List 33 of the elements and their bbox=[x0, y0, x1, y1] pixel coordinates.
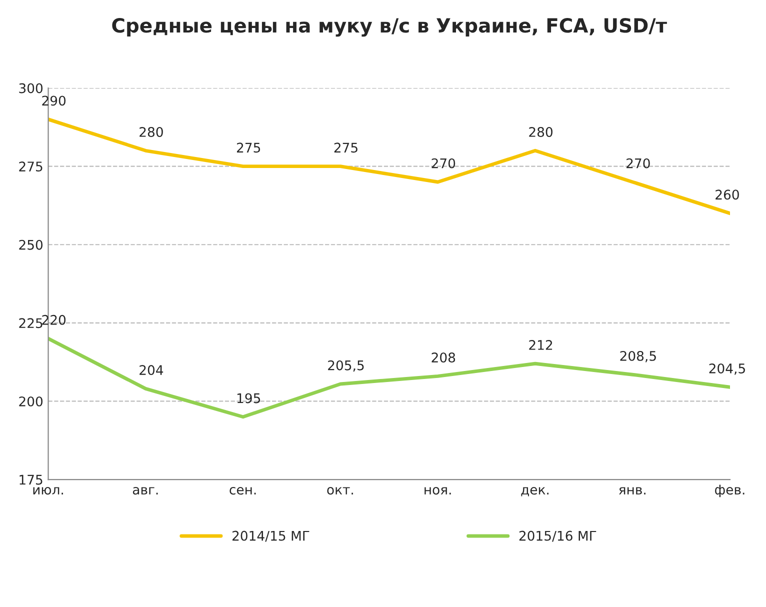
x-tick-label: сен. bbox=[230, 487, 256, 495]
x-tick-label: янв. bbox=[619, 487, 646, 494]
data-label: 275 bbox=[334, 142, 358, 153]
y-tick-label: 275 bbox=[19, 162, 42, 172]
y-tick-label: 250 bbox=[19, 240, 43, 250]
x-tick-label: ноя. bbox=[424, 487, 451, 495]
x-tick-label: окт. bbox=[327, 487, 353, 495]
data-label: 260 bbox=[716, 190, 739, 200]
data-label: 270 bbox=[626, 158, 650, 168]
x-tick-label: авг. bbox=[132, 487, 158, 495]
data-label: 212 bbox=[529, 340, 552, 350]
x-tick-label: июл. bbox=[33, 487, 63, 495]
chart-title: Средные цены на муку в/с в Украине, FCA, USD/т bbox=[112, 18, 667, 37]
data-label: 204 bbox=[140, 365, 164, 376]
legend-label: 2014/15 МГ bbox=[232, 530, 310, 542]
legend-label: 2015/16 МГ bbox=[519, 530, 596, 542]
data-label: 275 bbox=[236, 142, 260, 153]
y-tick-label: 225 bbox=[19, 318, 42, 328]
data-label: 208,5 bbox=[620, 350, 656, 362]
data-label: 280 bbox=[529, 127, 552, 137]
data-label: 290 bbox=[42, 96, 66, 106]
y-tick-label: 200 bbox=[19, 396, 43, 406]
x-tick-label: фев. bbox=[715, 484, 744, 498]
y-tick-label: 300 bbox=[19, 83, 43, 94]
data-label: 220 bbox=[42, 314, 66, 325]
data-label: 204,5 bbox=[709, 363, 745, 375]
data-label: 195 bbox=[237, 393, 260, 404]
y-tick-label: 175 bbox=[20, 474, 42, 485]
data-label: 208 bbox=[432, 352, 456, 363]
data-label: 270 bbox=[432, 158, 456, 168]
x-tick-label: дек. bbox=[521, 487, 548, 496]
data-label: 280 bbox=[140, 127, 163, 137]
data-label: 205,5 bbox=[328, 360, 364, 372]
